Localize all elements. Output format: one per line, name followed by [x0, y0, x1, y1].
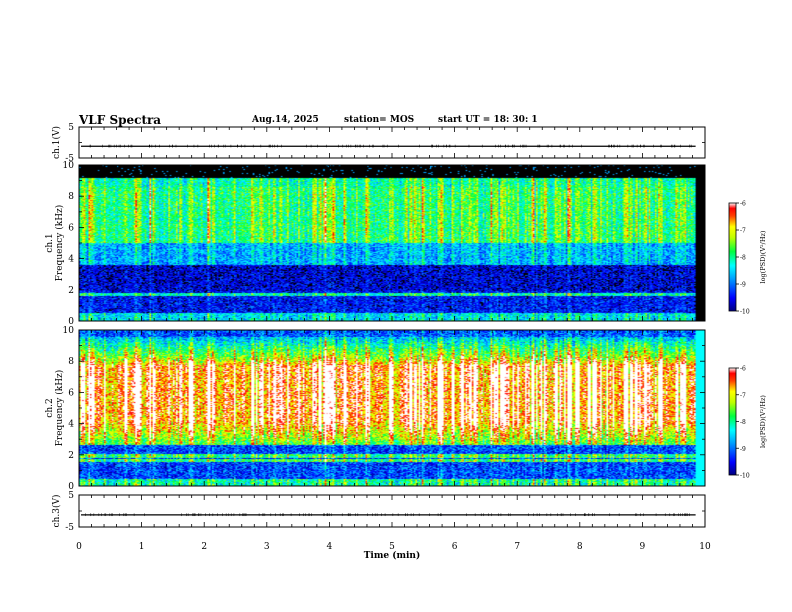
ch1-spectrogram-panel: 0 2 4 6 8 10 ch.1 Frequency (kHz) [45, 161, 706, 327]
y-tick-label: 5 [68, 491, 74, 501]
y-tick-label: 0 [68, 482, 74, 492]
colorbar-scale [728, 367, 737, 476]
y-axis-label: ch.3(V) [51, 495, 62, 528]
x-tick-label: 9 [640, 542, 646, 552]
x-tick-label: 5 [389, 542, 395, 552]
y-axis-label: ch.2 [45, 398, 55, 417]
colorbar-tick-label: -9 [740, 446, 746, 453]
y-tick-label: 5 [68, 123, 74, 133]
ch2-spectrogram-image [79, 330, 705, 486]
y-axis-label: Frequency (kHz) [54, 205, 65, 282]
colorbar-scale [728, 202, 737, 312]
y-tick-label: 10 [63, 326, 75, 336]
ch1-colorbar: -6 -7 -8 -9 -10 log(PSD)(V²/Hz) [728, 201, 767, 316]
y-tick-label: 4 [68, 255, 74, 265]
figure-title: VLF Spectra [79, 113, 162, 127]
x-tick-label: 4 [327, 542, 333, 552]
colorbar-label: log(PSD)(V²/Hz) [759, 395, 767, 448]
y-tick-label: 2 [68, 451, 74, 461]
colorbar-label: log(PSD)(V²/Hz) [759, 230, 767, 283]
colorbar-tick-label: -7 [740, 392, 746, 399]
y-tick-label: -5 [65, 523, 74, 533]
x-axis-label: Time (min) [364, 550, 421, 561]
date-label: Aug.14, 2025 [252, 115, 319, 125]
start-time-label: start UT = 18: 30: 1 [438, 115, 538, 125]
ch2-spectrogram-panel: 0 2 4 6 8 10 ch.2 Frequency (kHz) [45, 326, 706, 492]
station-label: station= MOS [344, 115, 415, 125]
ch1-waveform-panel: 5 -5ch.1(V) [51, 123, 706, 164]
ch1-spectrogram-image [79, 165, 705, 321]
x-tick-label: 6 [452, 542, 458, 552]
y-axis-label: Frequency (kHz) [54, 370, 65, 447]
x-tick-label: 8 [577, 542, 583, 552]
y-axis-label: ch.1(V) [51, 126, 62, 159]
y-tick-label: 8 [68, 357, 74, 367]
colorbar-tick-label: -7 [740, 228, 746, 235]
x-tick-label: 2 [201, 542, 207, 552]
y-tick-label: 4 [68, 420, 74, 430]
x-tick-label: 3 [264, 542, 270, 552]
y-tick-label: 6 [68, 388, 74, 398]
x-tick-label: 10 [699, 542, 711, 552]
colorbar-tick-label: -6 [740, 201, 746, 208]
time-axis: 0 1 2 3 4 5 6 7 8 9 10 Time (min) [76, 542, 711, 561]
colorbar-tick-label: -6 [740, 366, 746, 373]
x-tick-label: 7 [514, 542, 520, 552]
y-tick-label: -5 [65, 154, 74, 164]
colorbar-tick-label: -8 [740, 419, 746, 426]
colorbar-tick-label: -10 [740, 309, 750, 316]
x-tick-label: 0 [76, 542, 82, 552]
colorbar-tick-label: -10 [740, 473, 750, 480]
colorbar-tick-label: -9 [740, 282, 746, 289]
colorbar-tick-label: -8 [740, 255, 746, 262]
y-tick-label: 0 [68, 317, 74, 327]
x-tick-label: 1 [139, 542, 145, 552]
y-tick-label: 8 [68, 192, 74, 202]
ch2-colorbar: -6 -7 -8 -9 -10 log(PSD)(V²/Hz) [728, 366, 767, 480]
ch3-waveform-panel: 5 -5ch.3(V) [51, 491, 706, 533]
y-tick-label: 6 [68, 223, 74, 233]
y-tick-label: 10 [63, 161, 75, 171]
y-axis-label: ch.1 [45, 233, 55, 252]
y-tick-label: 2 [68, 286, 74, 296]
